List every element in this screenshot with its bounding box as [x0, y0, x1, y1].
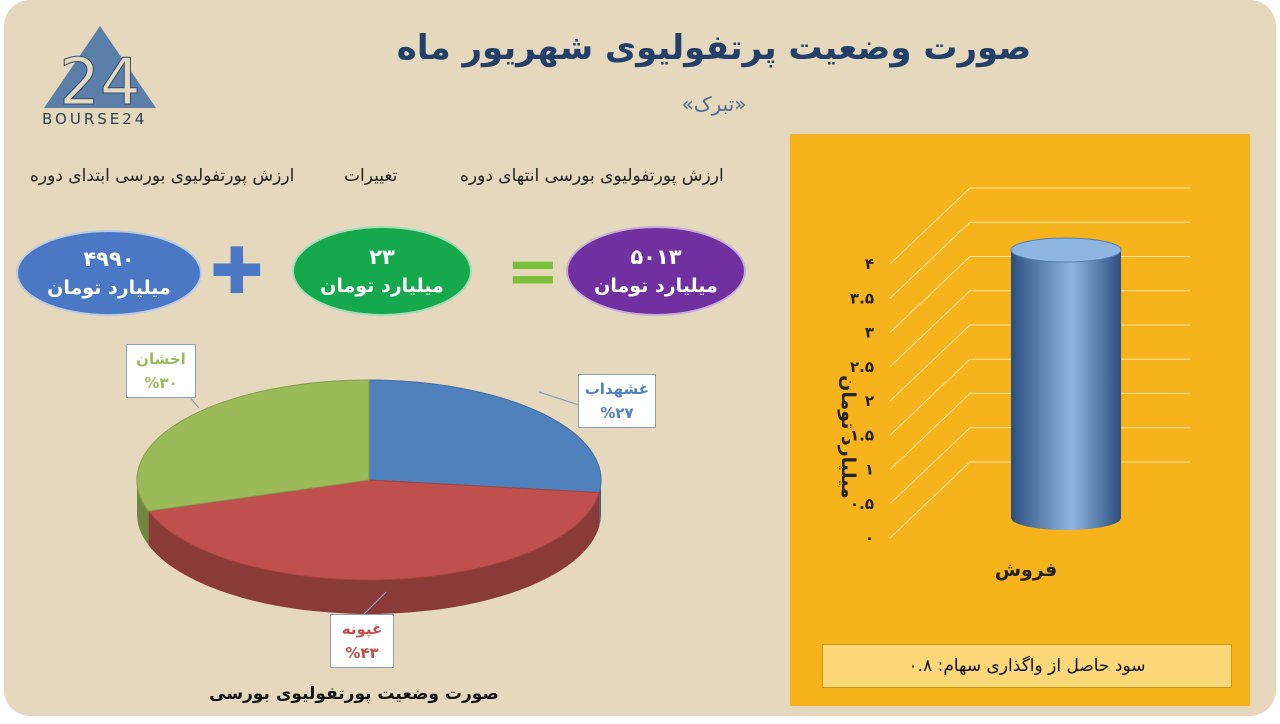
pie-slice-1 — [147, 479, 600, 581]
pie-caption: صورت وضعیت پورتفولیوی بورسی — [209, 684, 499, 704]
bar-y-tick-5: ۲.۵ — [850, 358, 874, 376]
callout-pointer-0 — [538, 391, 580, 406]
start-value-header: ارزش پورتفولیوی بورسی ابتدای دوره — [30, 166, 295, 186]
bar-y-tick-1: ۰.۵ — [850, 495, 874, 513]
logo-text: BOURSE24 — [42, 110, 148, 128]
bar-y-tick-6: ۳ — [865, 324, 874, 342]
plus-sign: ✚ — [210, 235, 264, 309]
callout-akhshan: اخشان %۳۰ — [126, 344, 196, 398]
sales-bar-chart-panel: ۰ ۰.۵ ۱ ۱.۵ ۲ ۲.۵ ۳ ۳.۵ ۴ فروش میلیارد تومان سود… — [790, 134, 1250, 706]
pie-label-name: غپونه — [341, 620, 383, 638]
bar-sales — [1011, 250, 1121, 530]
bar-y-tick-0: ۰ — [865, 529, 874, 547]
page-frame: 24 BOURSE24 صورت وضعیت پرتفولیوی شهریور … — [4, 0, 1276, 716]
stock-sale-profit-box: سود حاصل از واگذاری سهام: ۰.۸ — [822, 644, 1232, 688]
change-value-number: ۲۳ — [369, 245, 395, 269]
bar-y-tick-4: ۲ — [865, 392, 874, 410]
logo-glyph: 24 — [59, 46, 140, 120]
start-value-unit: میلیارد تومان — [47, 277, 171, 299]
pie-label-percent: %۳۰ — [144, 374, 178, 392]
portfolio-pie-chart — [136, 379, 602, 615]
sales-bar-chart: ۰ ۰.۵ ۱ ۱.۵ ۲ ۲.۵ ۳ ۳.۵ ۴ فروش — [850, 187, 1190, 581]
bar-gridline-7 — [889, 221, 1190, 299]
bar-gridline-8 — [889, 187, 1190, 265]
end-value-unit: میلیارد تومان — [594, 275, 718, 297]
end-value-header: ارزش پورتفولیوی بورسی انتهای دوره — [460, 166, 724, 186]
bar-y-axis-label: میلیارد تومان — [837, 375, 859, 499]
bar-sales-cap — [1010, 237, 1122, 263]
start-value-number: ۴۹۹۰ — [83, 247, 135, 271]
bar-category-label: فروش — [995, 559, 1057, 581]
start-value-bubble: ۴۹۹۰ میلیارد تومان — [16, 230, 202, 316]
callout-pointer-2 — [363, 591, 387, 615]
pie-side-1 — [148, 492, 600, 614]
bar-y-tick-3: ۱.۵ — [850, 426, 874, 444]
changes-header: تغییرات — [344, 166, 398, 186]
pie-label-percent: %۴۳ — [345, 644, 379, 662]
change-value-bubble: ۲۳ میلیارد تومان — [292, 226, 472, 316]
bourse24-logo: 24 — [44, 26, 156, 121]
bar-y-tick-7: ۳.۵ — [850, 289, 874, 307]
stock-sale-profit-text: سود حاصل از واگذاری سهام: ۰.۸ — [908, 656, 1146, 676]
end-value-number: ۵۰۱۳ — [630, 245, 682, 269]
pie-slice-0 — [368, 379, 602, 494]
change-value-unit: میلیارد تومان — [320, 275, 444, 297]
pie-label-name: اخشان — [136, 350, 186, 368]
callout-ghpooneh: غپونه %۴۳ — [330, 614, 394, 668]
pie-label-name: غشهداب — [584, 380, 649, 398]
bar-y-tick-2: ۱ — [865, 461, 874, 479]
callout-ghshahdab: غشهداب %۲۷ — [578, 374, 656, 428]
page-subtitle: «تبرک» — [681, 92, 747, 116]
page-title: صورت وضعیت پرتفولیوی شهریور ماه — [396, 28, 1032, 68]
equals-sign: = — [506, 235, 560, 309]
pie-slice-2 — [136, 379, 370, 512]
end-value-bubble: ۵۰۱۳ میلیارد تومان — [566, 226, 746, 316]
pie-label-percent: %۲۷ — [600, 404, 634, 422]
bar-y-tick-8: ۴ — [865, 255, 874, 273]
